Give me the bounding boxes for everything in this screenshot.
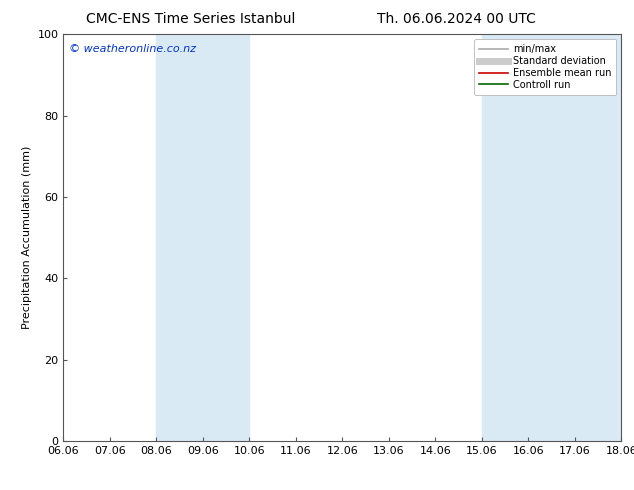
Bar [482,34,621,441]
Legend: min/max, Standard deviation, Ensemble mean run, Controll run: min/max, Standard deviation, Ensemble me… [474,39,616,95]
Y-axis label: Precipitation Accumulation (mm): Precipitation Accumulation (mm) [22,146,32,329]
Text: Th. 06.06.2024 00 UTC: Th. 06.06.2024 00 UTC [377,12,536,26]
Bar [157,34,249,441]
Text: CMC-ENS Time Series Istanbul: CMC-ENS Time Series Istanbul [86,12,295,26]
Text: © weatheronline.co.nz: © weatheronline.co.nz [69,45,196,54]
